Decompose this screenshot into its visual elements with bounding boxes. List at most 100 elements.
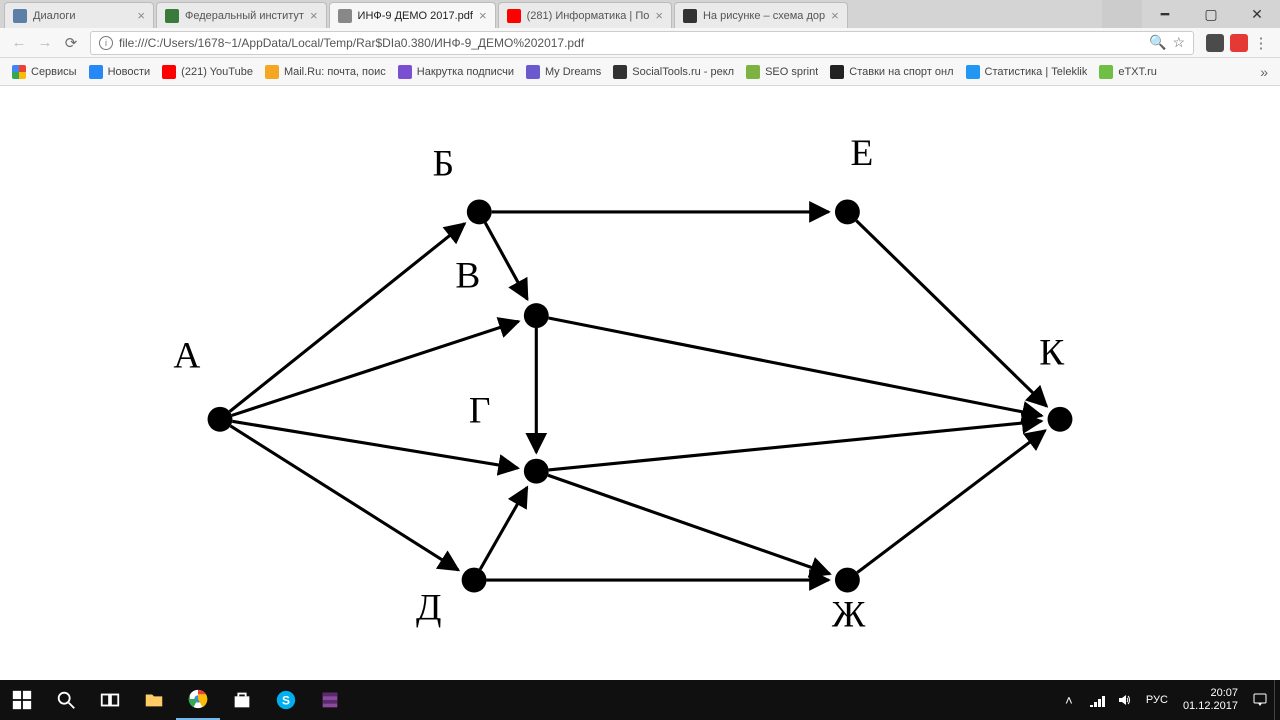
bookmark-label: Новости	[108, 66, 151, 78]
graph-edge	[480, 487, 527, 569]
browser-tab[interactable]: ИНФ-9 ДЕМО 2017.pdf ×	[329, 2, 496, 28]
graph-edge	[548, 475, 830, 574]
graph-edge	[549, 318, 1042, 416]
bookmark-item[interactable]: eTXT.ru	[1093, 61, 1163, 83]
taskbar-store-button[interactable]	[220, 680, 264, 720]
tab-close-button[interactable]: ×	[137, 9, 145, 22]
graph-diagram: АБВГДЕЖК	[80, 103, 1200, 663]
graph-edge	[231, 426, 459, 570]
taskbar-start-button[interactable]	[0, 680, 44, 720]
bookmark-item[interactable]: Ставки на спорт онл	[824, 61, 959, 83]
tab-title: ИНФ-9 ДЕМО 2017.pdf	[358, 10, 473, 22]
browser-menu-button[interactable]: ⋮	[1248, 30, 1274, 56]
tab-favicon	[507, 9, 521, 23]
extension-icon[interactable]	[1230, 34, 1248, 52]
bookmark-label: My Dreams	[545, 66, 601, 78]
graph-node-label: Ж	[832, 595, 866, 636]
tray-clock[interactable]: 20:07 01.12.2017	[1175, 687, 1246, 713]
bookmark-favicon	[966, 65, 980, 79]
tab-close-button[interactable]: ×	[831, 9, 839, 22]
browser-tab[interactable]: (281) Информатика | По ×	[498, 2, 672, 28]
url-text: file:///C:/Users/1678~1/AppData/Local/Te…	[119, 36, 1143, 50]
bookmark-label: Ставки на спорт онл	[849, 66, 953, 78]
bookmark-item[interactable]: Новости	[83, 61, 157, 83]
bookmark-item[interactable]: Mail.Ru: почта, поис	[259, 61, 392, 83]
bookmark-item[interactable]: SEO sprint	[740, 61, 824, 83]
window-maximize-button[interactable]: ▢	[1188, 0, 1234, 28]
browser-toolbar: ← → ⟳ i file:///C:/Users/1678~1/AppData/…	[0, 28, 1280, 58]
bookmarks-overflow-button[interactable]: »	[1254, 64, 1274, 80]
window-controls-group: ━ ▢ ✕	[1102, 0, 1280, 28]
system-tray: ˄ РУС 20:07 01.12.2017	[1055, 680, 1280, 720]
graph-node	[467, 199, 492, 224]
graph-edge	[549, 421, 1042, 470]
window-minimize-button[interactable]: ━	[1142, 0, 1188, 28]
bookmark-label: Статистика | Teleklik	[985, 66, 1088, 78]
tray-volume-icon[interactable]	[1111, 680, 1139, 720]
tray-network-icon[interactable]	[1083, 680, 1111, 720]
taskbar-taskview-button[interactable]	[88, 680, 132, 720]
graph-node-label: Г	[469, 390, 491, 431]
forward-button[interactable]: →	[32, 30, 58, 56]
bookmark-item[interactable]: My Dreams	[520, 61, 607, 83]
bookmark-item[interactable]: Статистика | Teleklik	[960, 61, 1094, 83]
bookmark-item[interactable]: (221) YouTube	[156, 61, 259, 83]
bookmark-favicon	[1099, 65, 1113, 79]
address-bar[interactable]: i file:///C:/Users/1678~1/AppData/Local/…	[90, 31, 1194, 55]
browser-tab[interactable]: Федеральный институт×	[156, 2, 327, 28]
page-content: АБВГДЕЖК	[0, 86, 1280, 680]
taskbar-search-button[interactable]	[44, 680, 88, 720]
tray-chevron-icon[interactable]: ˄	[1055, 680, 1083, 720]
bookmark-label: Mail.Ru: почта, поис	[284, 66, 386, 78]
tab-favicon	[165, 9, 179, 23]
bookmark-favicon	[746, 65, 760, 79]
graph-node-label: Д	[416, 587, 441, 628]
taskbar-chrome-button[interactable]	[176, 680, 220, 720]
tab-title: На рисунке – схема дор	[703, 10, 825, 22]
extensions-area	[1200, 34, 1248, 52]
bookmark-item[interactable]: Сервисы	[6, 61, 83, 83]
window-unknown-button[interactable]	[1102, 0, 1142, 28]
tab-favicon	[338, 9, 352, 23]
graph-edge	[485, 223, 527, 299]
windows-taskbar: S ˄ РУС 20:07 01.12.2017	[0, 680, 1280, 720]
bookmark-favicon	[265, 65, 279, 79]
graph-node	[524, 459, 549, 484]
page-info-icon[interactable]: i	[99, 36, 113, 50]
graph-node	[835, 568, 860, 593]
bookmark-favicon	[830, 65, 844, 79]
graph-node	[524, 303, 549, 328]
reload-button[interactable]: ⟳	[58, 30, 84, 56]
graph-node-label: В	[455, 256, 480, 297]
graph-edge	[856, 221, 1046, 407]
tab-title: (281) Информатика | По	[527, 10, 650, 22]
graph-node-label: Е	[851, 133, 874, 174]
bookmark-item[interactable]: SocialTools.ru - рекл	[607, 61, 740, 83]
tab-close-button[interactable]: ×	[310, 9, 318, 22]
action-center-icon[interactable]	[1246, 680, 1274, 720]
zoom-icon[interactable]: 🔍	[1149, 34, 1166, 51]
bookmarks-bar: Сервисы Новости (221) YouTube Mail.Ru: почт…	[0, 58, 1280, 86]
bookmark-item[interactable]: Накрутка подписчи	[392, 61, 520, 83]
tab-title: Диалоги	[33, 10, 131, 22]
tab-strip: Диалоги×Федеральный институт×ИНФ-9 ДЕМО …	[0, 0, 1280, 28]
show-desktop-button[interactable]	[1274, 680, 1280, 720]
browser-tab[interactable]: На рисунке – схема дор ×	[674, 2, 848, 28]
bookmark-label: SocialTools.ru - рекл	[632, 66, 734, 78]
taskbar-winrar-button[interactable]	[308, 680, 352, 720]
window-close-button[interactable]: ✕	[1234, 0, 1280, 28]
bookmark-star-icon[interactable]: ☆	[1172, 34, 1185, 51]
tab-close-button[interactable]: ×	[655, 9, 663, 22]
back-button[interactable]: ←	[6, 30, 32, 56]
tab-close-button[interactable]: ×	[479, 9, 487, 22]
bookmark-favicon	[526, 65, 540, 79]
tray-language[interactable]: РУС	[1139, 680, 1175, 720]
graph-node	[835, 199, 860, 224]
taskbar-explorer-button[interactable]	[132, 680, 176, 720]
taskbar-skype-button[interactable]: S	[264, 680, 308, 720]
bookmark-label: eTXT.ru	[1118, 66, 1157, 78]
extension-icon[interactable]	[1206, 34, 1224, 52]
svg-text:S: S	[282, 694, 290, 708]
tab-favicon	[683, 9, 697, 23]
browser-tab[interactable]: Диалоги ×	[4, 2, 154, 28]
